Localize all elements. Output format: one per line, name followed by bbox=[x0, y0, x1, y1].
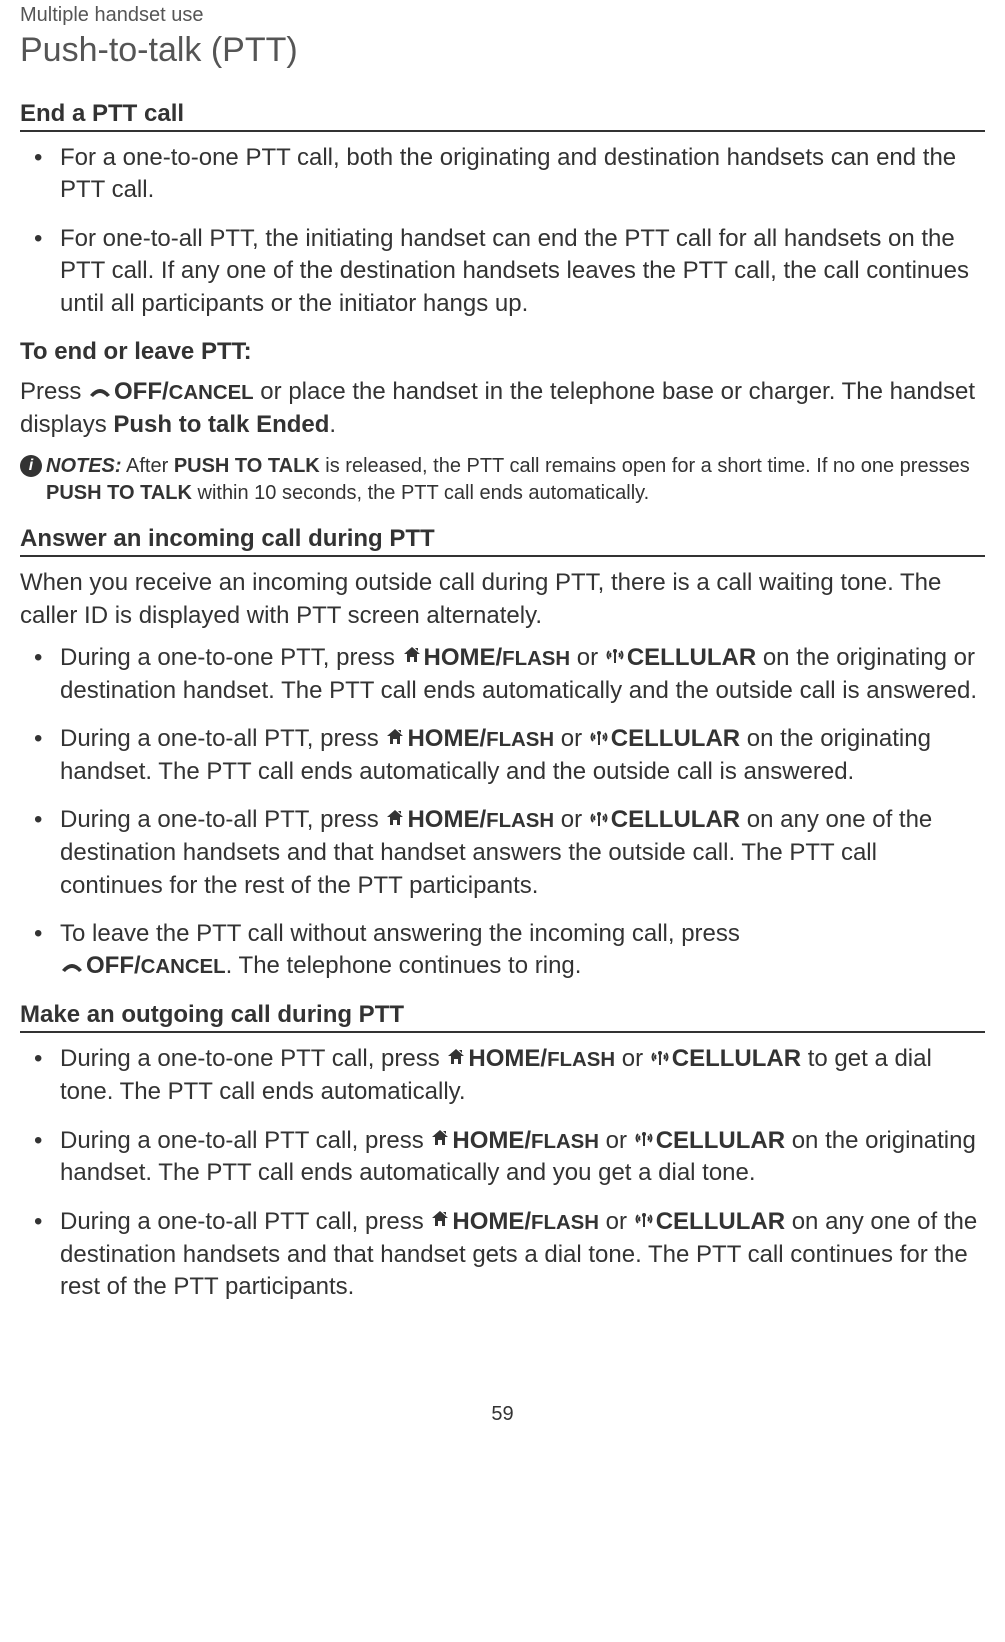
end-ptt-instruction: Press OFF/CANCEL or place the handset in… bbox=[20, 376, 985, 441]
list-item: For a one-to-one PTT call, both the orig… bbox=[20, 142, 985, 207]
list-item: To leave the PTT call without answering … bbox=[20, 918, 985, 983]
cellular-icon bbox=[605, 642, 625, 674]
list-item: For one-to-all PTT, the initiating hands… bbox=[20, 223, 985, 320]
home-icon bbox=[402, 642, 422, 674]
breadcrumb: Multiple handset use bbox=[20, 4, 985, 27]
cellular-icon bbox=[650, 1044, 670, 1076]
home-icon bbox=[430, 1125, 450, 1157]
list-item: During a one-to-one PTT call, press HOME… bbox=[20, 1043, 985, 1108]
cellular-icon bbox=[634, 1206, 654, 1238]
cellular-icon bbox=[589, 805, 609, 837]
home-icon bbox=[385, 805, 405, 837]
info-icon: i bbox=[20, 455, 42, 477]
list-item: During a one-to-all PTT call, press HOME… bbox=[20, 1125, 985, 1190]
list-item: During a one-to-all PTT, press HOME/FLAS… bbox=[20, 723, 985, 788]
phone-off-icon bbox=[88, 376, 112, 408]
home-icon bbox=[446, 1044, 466, 1076]
section-heading-answer: Answer an incoming call during PTT bbox=[20, 525, 985, 557]
end-ptt-list: For a one-to-one PTT call, both the orig… bbox=[20, 142, 985, 320]
home-icon bbox=[385, 724, 405, 756]
phone-off-icon bbox=[60, 951, 84, 983]
answer-intro: When you receive an incoming outside cal… bbox=[20, 567, 985, 632]
home-icon bbox=[430, 1206, 450, 1238]
cellular-icon bbox=[589, 724, 609, 756]
cellular-icon bbox=[634, 1125, 654, 1157]
list-item: During a one-to-all PTT, press HOME/FLAS… bbox=[20, 804, 985, 902]
outgoing-list: During a one-to-one PTT call, press HOME… bbox=[20, 1043, 985, 1303]
note-block: i NOTES: After PUSH TO TALK is released,… bbox=[20, 453, 985, 507]
list-item: During a one-to-one PTT, press HOME/FLAS… bbox=[20, 642, 985, 707]
section-heading-outgoing: Make an outgoing call during PTT bbox=[20, 1001, 985, 1033]
note-text: NOTES: After PUSH TO TALK is released, t… bbox=[46, 453, 985, 507]
page-title: Push-to-talk (PTT) bbox=[20, 31, 985, 70]
subheading-to-end: To end or leave PTT: bbox=[20, 338, 985, 366]
section-heading-end-ptt: End a PTT call bbox=[20, 100, 985, 132]
answer-list: During a one-to-one PTT, press HOME/FLAS… bbox=[20, 642, 985, 983]
page-number: 59 bbox=[20, 1403, 985, 1426]
list-item: During a one-to-all PTT call, press HOME… bbox=[20, 1206, 985, 1304]
